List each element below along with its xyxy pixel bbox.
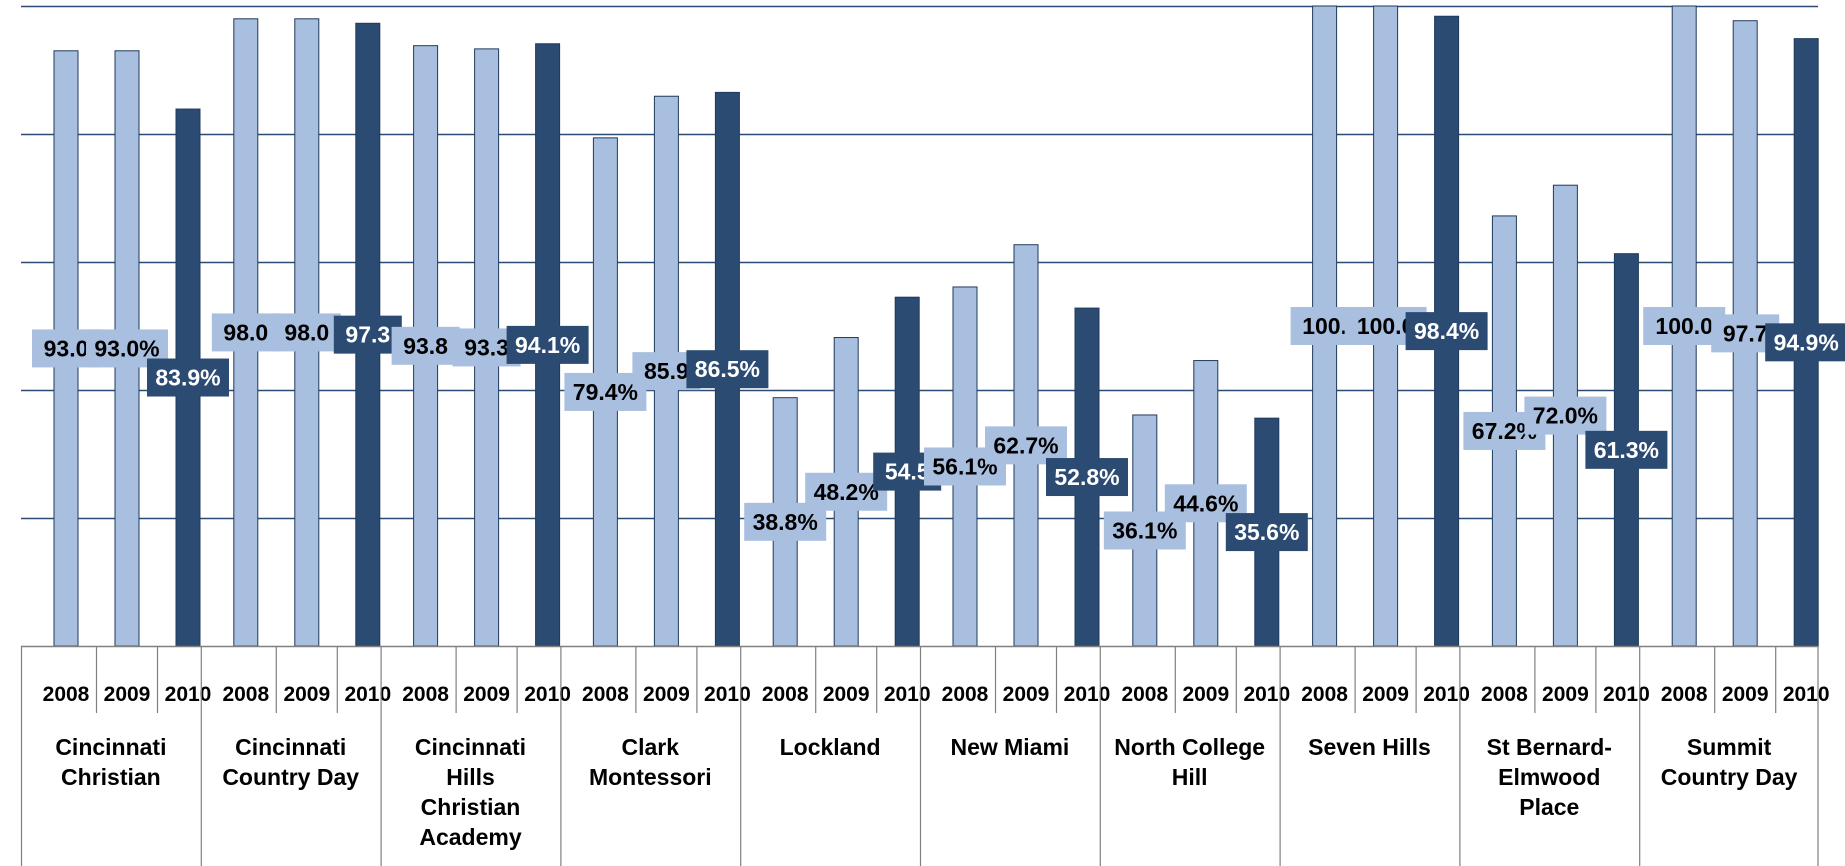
data-label: 52.8% — [1054, 464, 1119, 490]
year-tick-label: 2010 — [1603, 683, 1650, 706]
data-label: 93.8 — [403, 333, 448, 359]
year-tick-label: 2009 — [1722, 683, 1769, 706]
bar-labels-layer: 93.0 93.0%83.9%98.0 98.0 97.3 93.8 93.3 94.1%7… — [32, 307, 1845, 552]
group-label: Christian — [61, 764, 161, 790]
data-label: 98.4% — [1414, 318, 1479, 344]
group-label: Country Day — [1661, 764, 1798, 790]
data-label: 94.1% — [515, 332, 580, 358]
year-tick-label: 2009 — [283, 683, 330, 706]
group-label: Cincinnati — [55, 734, 166, 760]
year-tick-label: 2008 — [43, 683, 90, 706]
data-label-box — [686, 350, 769, 389]
year-tick-label: 2010 — [1423, 683, 1470, 706]
data-label: 54.5 — [885, 459, 930, 485]
year-tick-label: 2010 — [1064, 683, 1111, 706]
group-label: Country Day — [222, 764, 359, 790]
data-label-box — [211, 313, 280, 352]
data-label: 79.4% — [573, 379, 638, 405]
year-tick-label: 2009 — [643, 683, 690, 706]
year-tick-label: 2010 — [704, 683, 751, 706]
year-tick-label: 2009 — [823, 683, 870, 706]
data-label: 93.0 — [44, 335, 89, 361]
data-label: 100.0 — [1655, 313, 1713, 339]
year-tick-label: 2008 — [402, 683, 449, 706]
year-tick-label: 2008 — [1301, 683, 1348, 706]
data-label: 98.0 — [223, 319, 268, 345]
year-tick-label: 2009 — [1542, 683, 1589, 706]
year-tick-label: 2009 — [104, 683, 151, 706]
data-label-box — [147, 358, 229, 397]
group-label: Hills — [446, 764, 495, 790]
data-label: 97.3 — [345, 322, 390, 348]
year-tick-label: 2010 — [1783, 683, 1830, 706]
year-tick-label: 2008 — [1661, 683, 1708, 706]
group-label: Montessori — [589, 764, 712, 790]
year-tick-label: 2010 — [524, 683, 571, 706]
year-tick-label: 2008 — [1481, 683, 1528, 706]
year-tick-label: 2010 — [344, 683, 391, 706]
data-label-box — [1524, 396, 1607, 435]
category-axis: 2008 2009 2010 Cincinnati Christian 2008 2009 2… — [20, 645, 1830, 866]
data-label-box — [506, 325, 589, 364]
group-label: Clark — [622, 734, 680, 760]
year-tick-label: 2009 — [1182, 683, 1229, 706]
year-tick-label: 2008 — [582, 683, 629, 706]
group-label: New Miami — [950, 734, 1069, 760]
data-label: 62.7% — [993, 432, 1058, 458]
year-tick-label: 2010 — [884, 683, 931, 706]
data-label: 38.8% — [753, 509, 818, 535]
year-tick-label: 2009 — [1362, 683, 1409, 706]
data-label: 61.3% — [1594, 437, 1659, 463]
data-label-box — [985, 426, 1067, 465]
data-label: 100. — [1302, 313, 1347, 339]
group-label: Place — [1519, 794, 1579, 820]
year-tick-label: 2010 — [1243, 683, 1290, 706]
data-label: 35.6% — [1234, 519, 1299, 545]
data-label: 94.9% — [1774, 329, 1839, 355]
data-label-box — [1405, 312, 1488, 351]
data-label-box — [272, 313, 341, 352]
year-tick-label: 2008 — [222, 683, 269, 706]
group-label: Cincinnati — [415, 734, 526, 760]
year-tick-label: 2010 — [165, 683, 212, 706]
group-label: Summit — [1687, 734, 1772, 760]
data-label: 48.2% — [814, 479, 879, 505]
group-label: Cincinnati — [235, 734, 346, 760]
year-tick-label: 2008 — [762, 683, 809, 706]
data-label: 85.9 — [644, 358, 689, 384]
group-label: Elmwood — [1498, 764, 1600, 790]
group-label: St Bernard- — [1487, 734, 1612, 760]
data-label: 93.0% — [94, 335, 159, 361]
group-label: Hill — [1172, 764, 1208, 790]
group-label: Seven Hills — [1308, 734, 1431, 760]
group-label: Academy — [419, 824, 521, 850]
data-label: 98.0 — [284, 319, 329, 345]
data-label: 86.5% — [695, 356, 760, 382]
data-label: 44.6% — [1173, 490, 1238, 516]
year-tick-label: 2009 — [463, 683, 510, 706]
data-label: 100.0 — [1357, 313, 1415, 339]
data-label-box — [391, 326, 460, 365]
data-label-box — [333, 315, 402, 354]
group-label: North College — [1114, 734, 1265, 760]
data-label-box — [1765, 323, 1845, 362]
data-label: 72.0% — [1533, 403, 1598, 429]
data-label-box — [1225, 513, 1308, 552]
gridlines — [21, 5, 1818, 520]
data-label: 97.7 — [1723, 320, 1768, 346]
data-label: 83.9% — [155, 365, 220, 391]
year-tick-label: 2009 — [1003, 683, 1050, 706]
group-label: Christian — [421, 794, 521, 820]
year-tick-label: 2008 — [942, 683, 989, 706]
data-label-box — [1046, 458, 1128, 497]
data-label: 93.3 — [464, 334, 509, 360]
year-tick-label: 2008 — [1121, 683, 1168, 706]
group-label: Lockland — [780, 734, 881, 760]
data-label-box — [1585, 430, 1668, 469]
